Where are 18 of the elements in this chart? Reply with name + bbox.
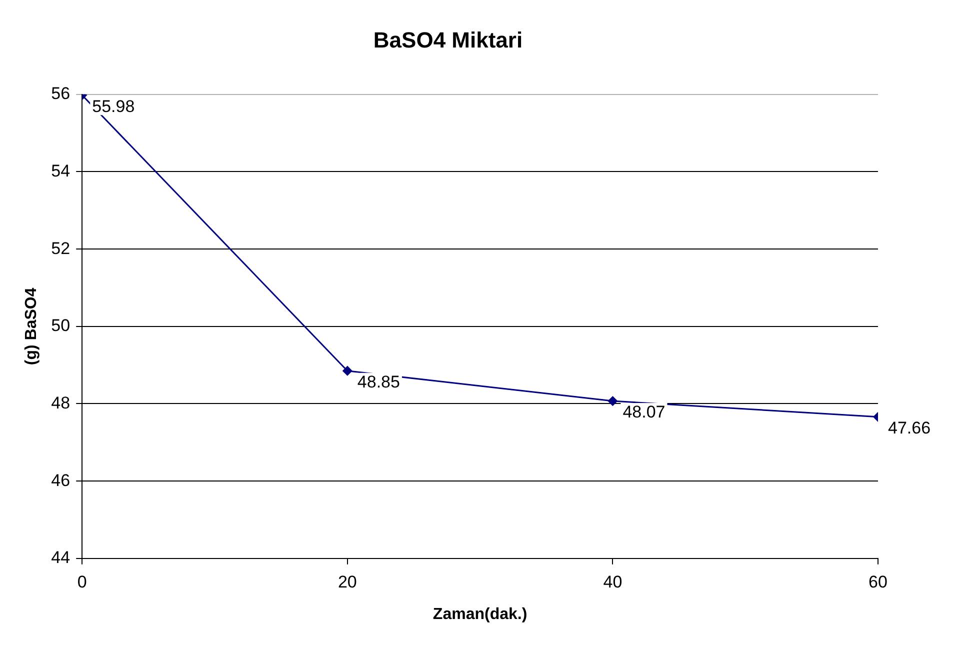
x-tick-label: 40 [603, 572, 622, 592]
y-tick-label: 56 [51, 84, 70, 104]
y-tick-label: 44 [51, 548, 70, 568]
chart-title: BaSO4 Miktari [373, 27, 523, 52]
y-tick-label: 54 [51, 161, 70, 180]
data-label: 47.66 [888, 418, 931, 438]
data-label: 55.98 [92, 96, 135, 116]
data-label: 48.85 [357, 372, 400, 392]
x-tick-label: 0 [77, 572, 87, 592]
y-tick-label: 50 [51, 316, 70, 336]
y-tick-label: 48 [51, 393, 70, 412]
x-tick-label: 20 [338, 572, 357, 592]
x-axis-title: Zaman(dak.) [432, 606, 528, 623]
x-tick-label: 60 [868, 572, 888, 592]
y-axis-title: (g) BaSO4 [23, 288, 40, 366]
y-tick-label: 46 [51, 470, 70, 490]
y-tick-label: 52 [51, 238, 70, 258]
data-label: 48.07 [622, 402, 666, 422]
